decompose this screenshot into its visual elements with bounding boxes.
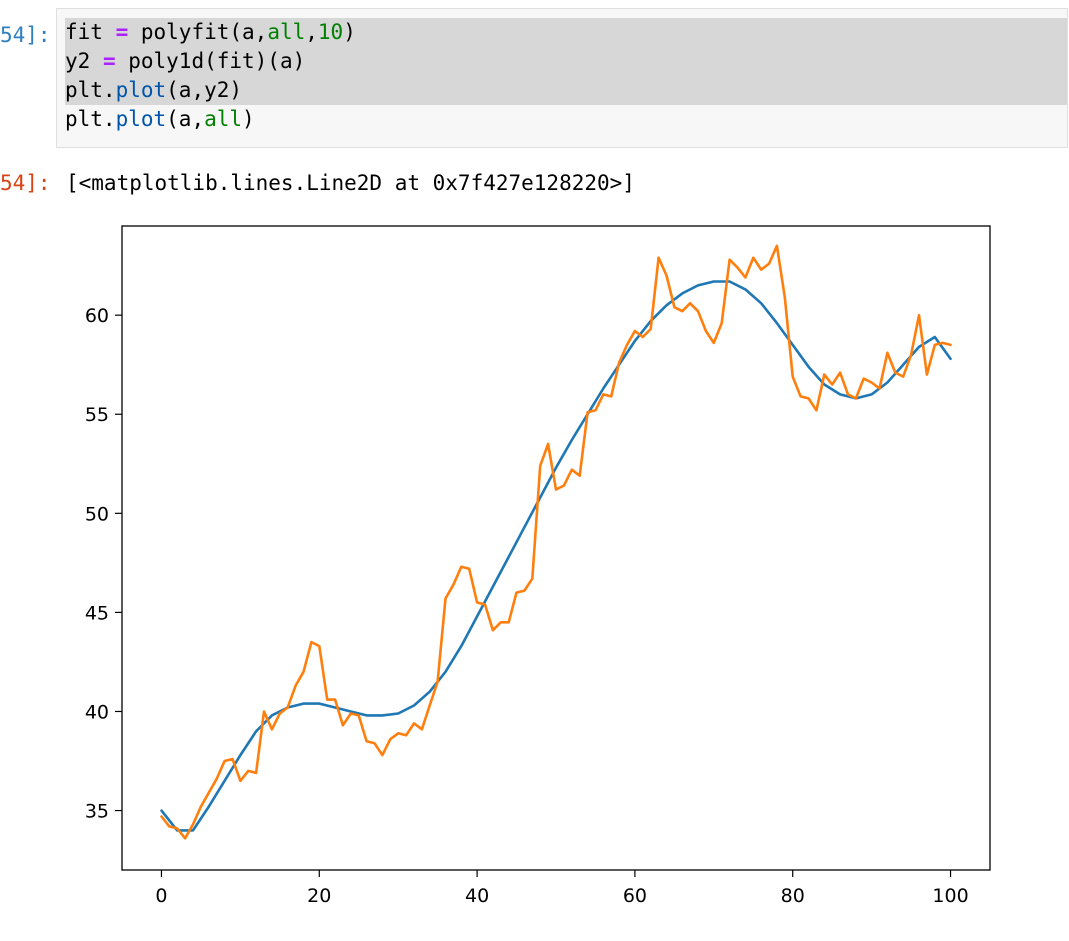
x-tick-label: 60 [623,885,647,907]
x-tick-label: 100 [932,885,968,907]
input-prompt: 54]: [0,23,51,47]
code-token: 10 [317,20,344,44]
x-tick-label: 80 [781,885,805,907]
code-line[interactable]: plt.plot(a,all) [65,105,257,134]
y-tick-label: 40 [85,701,109,723]
code-token: fit [65,20,116,44]
x-tick-label: 0 [155,885,167,907]
code-token: ) [242,107,255,131]
code-token: ) [343,20,356,44]
y-tick-label: 55 [85,404,109,426]
code-token: poly1d(fit)(a) [115,49,306,73]
code-cell-input[interactable]: fit = polyfit(a,all,10) y2 = poly1d(fit)(… [56,8,1068,148]
code-token: , [305,20,318,44]
y-tick-label: 50 [85,503,109,525]
code-token: (a,y2) [166,78,243,102]
code-token: all [204,107,243,131]
line-chart: 0 20 40 60 80 100 35 40 45 50 55 60 [85,225,991,907]
data-series-line [160,244,952,840]
y-tick-label: 45 [85,602,109,624]
y-tick-label: 60 [85,305,109,327]
code-token: y2 [65,49,103,73]
code-line[interactable]: y2 = poly1d(fit)(a) [65,47,1067,76]
fit-series-line [160,280,952,832]
code-token: plot [115,107,167,131]
code-line[interactable]: plt.plot(a,y2) [65,76,1067,105]
code-token: all [267,20,306,44]
code-token: plt. [65,107,116,131]
code-token: = [115,20,129,44]
code-token: plt. [65,78,116,102]
x-tick-label: 40 [465,885,489,907]
code-token: plot [115,78,167,102]
x-tick-label: 20 [307,885,331,907]
output-prompt: 54]: [0,171,51,195]
code-token: = [102,49,116,73]
output-text: [<matplotlib.lines.Line2D at 0x7f427e128… [66,171,635,195]
code-token: (a, [166,107,205,131]
code-line[interactable]: fit = polyfit(a,all,10) [65,18,1067,47]
plot-area-frame [121,225,991,871]
code-token: polyfit(a, [128,20,268,44]
y-tick-label: 35 [85,801,109,823]
